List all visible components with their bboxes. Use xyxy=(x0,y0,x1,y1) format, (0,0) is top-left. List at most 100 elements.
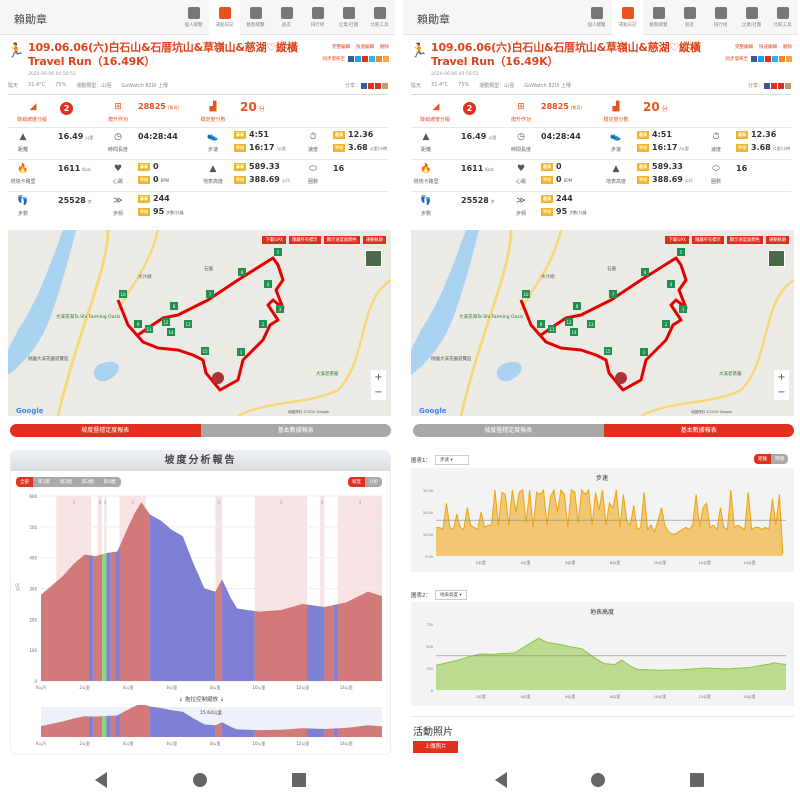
share-icon[interactable] xyxy=(368,82,374,89)
lap-tab[interactable]: 第2圈 xyxy=(54,477,77,487)
slope-grade-badge[interactable]: 2 xyxy=(60,102,73,115)
download-gpx-button[interactable]: 下載GPX xyxy=(262,236,286,244)
sync-icon[interactable] xyxy=(355,56,361,62)
route-marker xyxy=(162,318,170,326)
delete-button[interactable]: 刪除 xyxy=(380,45,389,50)
user-name[interactable]: 賴勛章 xyxy=(417,13,450,26)
nav-diary[interactable]: 運動日記 xyxy=(612,0,643,35)
facebook-share-icon[interactable] xyxy=(764,82,770,89)
nav-friends[interactable]: 朋友 xyxy=(271,0,302,35)
route-map[interactable]: 桃園大溪花園遊覽區 大溪花海Ta Shi Farming Oasis 大溪老茶廠… xyxy=(411,230,794,416)
nav-feed[interactable]: 動態總覽 xyxy=(240,0,271,35)
sync-icon[interactable] xyxy=(362,56,368,62)
route-map[interactable]: 桃園大溪花園遊覽區 大溪花海Ta Shi Farming Oasis 大溪老茶廠… xyxy=(8,230,391,416)
satellite-toggle[interactable] xyxy=(365,250,382,267)
back-icon[interactable] xyxy=(495,772,507,788)
finish-flag-icon[interactable] xyxy=(212,372,224,384)
sync-icon[interactable] xyxy=(786,56,792,62)
user-name[interactable]: 賴勛章 xyxy=(14,13,47,26)
share-icon[interactable] xyxy=(778,82,784,89)
satellite-toggle[interactable] xyxy=(768,250,785,267)
nav-friends[interactable]: 朋友 xyxy=(674,0,705,35)
x-tick-label: 8公里 xyxy=(210,740,221,746)
altitude-chart[interactable]: 地表高度 0 250 500 750 2公里 4公里 6公里 8公里 10公里 12公里 14公里 xyxy=(411,602,794,706)
nav-diary[interactable]: 運動日記 xyxy=(209,0,240,35)
sync-icon[interactable] xyxy=(369,56,375,62)
home-icon[interactable] xyxy=(193,773,207,787)
share-icon[interactable] xyxy=(382,82,388,89)
mode-distance[interactable]: 距離 xyxy=(754,454,771,464)
upload-photo-button[interactable]: 上傳照片 xyxy=(413,741,458,753)
full-edit-button[interactable]: 完整編輯 xyxy=(735,45,753,50)
home-icon[interactable] xyxy=(591,773,605,787)
nav-ranking[interactable]: 排行榜 xyxy=(705,0,736,35)
tab-slope-report[interactable]: 坡度暨穩定度報表 xyxy=(10,424,201,437)
share-icon[interactable] xyxy=(771,82,777,89)
sync-icon[interactable] xyxy=(779,56,785,62)
facebook-icon[interactable] xyxy=(348,56,354,62)
speed-color-button[interactable]: 顯示速度面顏色 xyxy=(726,236,763,244)
nav-compare[interactable]: 比較工具 xyxy=(364,0,395,35)
slope-grade-badge[interactable]: 2 xyxy=(463,102,476,115)
nav-feed[interactable]: 動態總覽 xyxy=(643,0,674,35)
sync-icon[interactable] xyxy=(376,56,382,62)
lap-tab[interactable]: 第3圈 xyxy=(76,477,99,487)
sync-icon[interactable] xyxy=(758,56,764,62)
facebook-share-icon[interactable] xyxy=(361,82,367,89)
chart1-select[interactable]: 步速 ▾ xyxy=(435,455,469,465)
chart2-select[interactable]: 地表高度 ▾ xyxy=(435,590,467,600)
hide-markers-button[interactable]: 隱藏所有標示 xyxy=(288,236,321,244)
lap-tab[interactable]: 第4圈 xyxy=(98,477,121,487)
finish-flag-icon[interactable] xyxy=(615,372,627,384)
map-attribution: 地圖資料 ©2020 Google xyxy=(288,409,329,414)
sync-icon[interactable] xyxy=(772,56,778,62)
runner-icon: 🏃 xyxy=(7,43,25,59)
range-navigator[interactable]: 15.64公里 0公尺 2公里 4公里 6公里 8公里 10公里 12公里 14公里 xyxy=(11,705,392,750)
recents-icon[interactable] xyxy=(690,773,704,787)
zoom-out-button[interactable]: − xyxy=(374,387,383,398)
zoom-in-button[interactable]: + xyxy=(777,372,786,383)
label: 距離 xyxy=(420,147,431,153)
zoom-out-button[interactable]: − xyxy=(777,387,786,398)
facebook-icon[interactable] xyxy=(751,56,757,62)
map-canvas[interactable]: 桃園大溪花園遊覽區 大溪花海Ta Shi Farming Oasis 大溪老茶廠… xyxy=(411,230,794,416)
mode-time[interactable]: 時間 xyxy=(771,454,788,464)
lap-tab[interactable]: 第1圈 xyxy=(33,477,55,487)
recents-icon[interactable] xyxy=(292,773,306,787)
nav-groups[interactable]: 企業/社團 xyxy=(736,0,767,35)
share-icon[interactable] xyxy=(785,82,791,89)
back-icon[interactable] xyxy=(95,772,107,788)
lap-tab-all[interactable]: 全部 xyxy=(16,477,33,487)
nav-overview[interactable]: 個人總覽 xyxy=(581,0,612,35)
mode-analysis[interactable]: 分析 xyxy=(365,477,382,487)
full-edit-button[interactable]: 完整編輯 xyxy=(332,45,350,50)
nav-groups[interactable]: 企業/社團 xyxy=(333,0,364,35)
download-gpx-button[interactable]: 下載GPX xyxy=(665,236,689,244)
tab-basic-report[interactable]: 基本數據報表 xyxy=(603,424,794,437)
tab-slope-report[interactable]: 坡度暨穩定度報表 xyxy=(413,424,604,437)
lap-tabs: 全部 第1圈 第2圈 第3圈 第4圈 xyxy=(16,477,121,487)
grade-segment-down xyxy=(150,514,216,681)
quick-edit-button[interactable]: 快速編輯 xyxy=(356,45,374,50)
mode-slope[interactable]: 坡度 xyxy=(348,477,365,487)
nav-ranking[interactable]: 排行榜 xyxy=(302,0,333,35)
quick-edit-button[interactable]: 快速編輯 xyxy=(759,45,777,50)
sync-icon[interactable] xyxy=(765,56,771,62)
zoom-in-button[interactable]: + xyxy=(374,372,383,383)
tab-basic-report[interactable]: 基本數據報表 xyxy=(200,424,391,437)
pace-chart[interactable]: 步速 0:00 10:00 20:00 30:00 2公里 4公里 6公里 8公里 10公里 12公… xyxy=(411,468,794,572)
speed-color-button[interactable]: 顯示速度面顏色 xyxy=(323,236,360,244)
stopwatch-icon: ⏱ xyxy=(309,132,317,142)
mountain-icon: ▲ xyxy=(209,164,217,174)
hide-markers-button[interactable]: 隱藏所有標示 xyxy=(691,236,724,244)
track-select[interactable]: 運動軌跡 xyxy=(362,236,386,244)
nav-overview[interactable]: 個人總覽 xyxy=(178,0,209,35)
nav-compare[interactable]: 比較工具 xyxy=(767,0,798,35)
share-icon[interactable] xyxy=(375,82,381,89)
delete-button[interactable]: 刪除 xyxy=(783,45,792,50)
sync-icon[interactable] xyxy=(383,56,389,62)
route-marker-label: 2 xyxy=(262,322,265,327)
track-select[interactable]: 運動軌跡 xyxy=(765,236,789,244)
map-canvas[interactable]: 桃園大溪花園遊覽區 大溪花海Ta Shi Farming Oasis 大溪老茶廠… xyxy=(8,230,391,416)
